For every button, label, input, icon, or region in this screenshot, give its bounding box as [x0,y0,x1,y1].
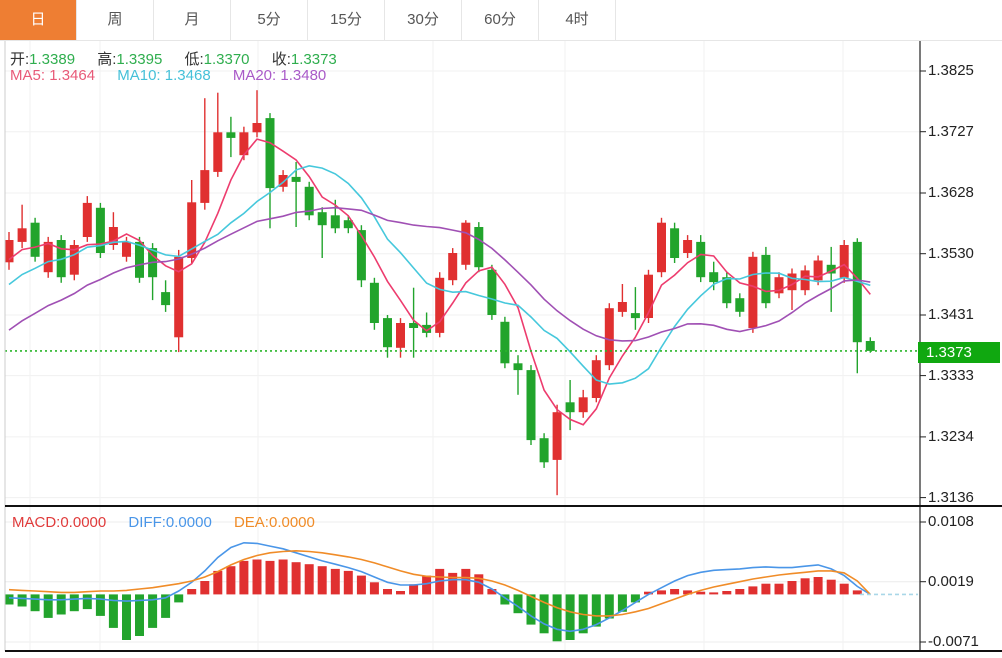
macd-label: MACD: [12,514,61,531]
high-value: 1.3395 [116,51,163,68]
price-axis-label: 1.3727 [928,123,974,140]
macd-histogram [4,559,862,642]
ma10-line [8,164,871,385]
macd-axis-label: 0.0019 [928,573,974,590]
ma20-line [8,206,871,342]
macd-axis-label: -0.0071 [928,633,979,650]
diff-value: 0.0000 [165,514,212,531]
macd-axis-label: 0.0108 [928,513,974,530]
price-axis-label: 1.3333 [928,367,974,384]
close-label: 收: [271,51,291,68]
price-axis-label: 1.3825 [928,62,974,79]
low-value: 1.3370 [203,51,250,68]
macd-legend: MACD:0.0000 DIFF:0.0000 DEA:0.0000 [12,514,333,531]
dea-value: 0.0000 [268,514,315,531]
ma5-line [8,138,871,426]
tab-4hour[interactable]: 4时 [539,0,616,40]
ohlc-legend: 开:1.3389 高:1.3395 低:1.3370 收:1.3373 [10,48,355,69]
dea-label: DEA: [233,514,269,531]
panel-borders [4,40,1002,652]
ma5-value: 1.3464 [49,67,96,84]
ma20-value: 1.3480 [280,67,327,84]
candles-layer [4,90,875,496]
timeframe-tabbar: 日 周 月 5分 15分 30分 60分 4时 [0,0,1002,41]
ma10-value: 1.3468 [164,67,211,84]
open-label: 开: [10,51,30,68]
dea-line [8,549,871,617]
tab-5min[interactable]: 5分 [231,0,308,40]
ma5-label: MA5: [10,67,46,84]
open-value: 1.3389 [29,51,76,68]
ma20-label: MA20: [232,67,277,84]
price-axis-label: 1.3431 [928,306,974,323]
tab-60min[interactable]: 60分 [462,0,539,40]
close-value: 1.3373 [290,51,337,68]
high-label: 高: [97,51,117,68]
tab-week[interactable]: 周 [77,0,154,40]
price-axis-label: 1.3136 [928,489,974,506]
tab-15min[interactable]: 15分 [308,0,385,40]
tab-day[interactable]: 日 [0,0,77,40]
ma-legend: MA5: 1.3464 MA10: 1.3468 MA20: 1.3480 [10,67,344,84]
low-label: 低: [184,51,204,68]
tab-month[interactable]: 月 [154,0,231,40]
ma10-label: MA10: [117,67,161,84]
tab-30min[interactable]: 30分 [385,0,462,40]
current-price-badge: 1.3373 [918,342,1000,363]
gridlines [5,41,920,650]
price-axis-label: 1.3234 [928,428,974,445]
diff-line [8,541,871,633]
price-axis-label: 1.3628 [928,184,974,201]
diff-label: DIFF: [128,514,166,531]
price-axis-label: 1.3530 [928,245,974,262]
macd-value: 0.0000 [60,514,107,531]
